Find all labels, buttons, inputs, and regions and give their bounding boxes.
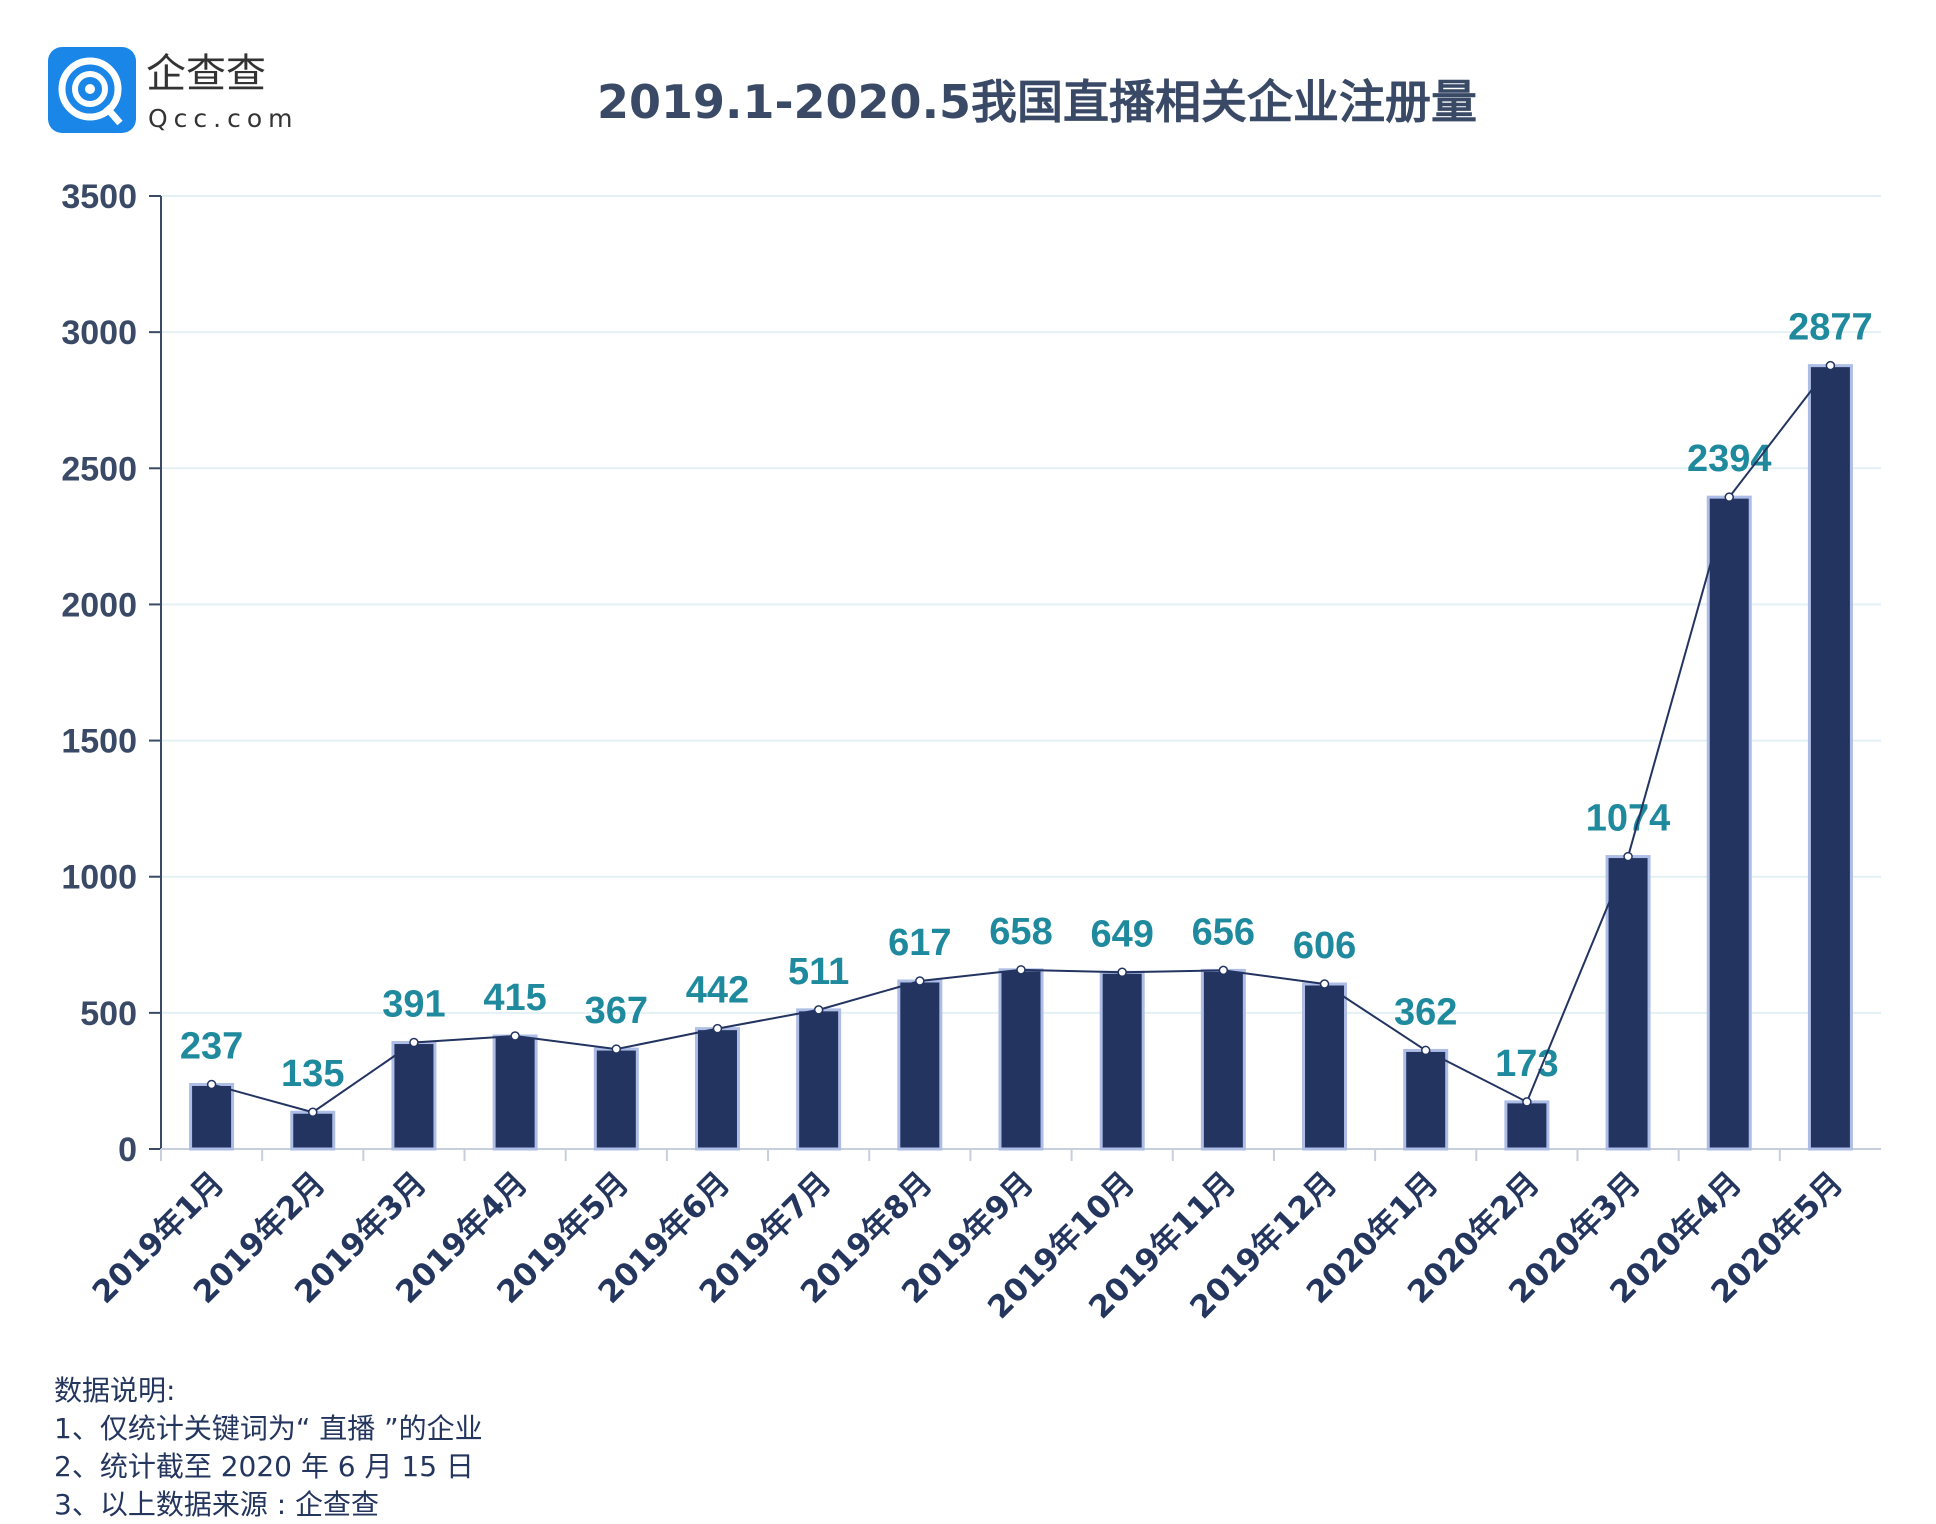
y-tick-label: 0: [118, 1131, 137, 1169]
note-line: 3、以上数据来源 : 企查查: [54, 1488, 380, 1521]
line-point: [1218, 965, 1229, 976]
data-label: 442: [686, 970, 749, 1012]
bar: [391, 1041, 437, 1151]
data-label: 617: [888, 922, 951, 964]
data-label: 2877: [1788, 307, 1873, 349]
data-label: 391: [382, 984, 445, 1026]
line-point: [206, 1079, 217, 1090]
line-point: [1724, 492, 1734, 502]
bar: [1504, 1100, 1550, 1151]
line-point: [1420, 1045, 1431, 1056]
note-line: 1、仅统计关键词为“ 直播 ”的企业: [54, 1412, 483, 1445]
bar: [1403, 1048, 1449, 1151]
bar: [189, 1082, 235, 1151]
chart-title: 2019.1-2020.5我国直播相关企业注册量: [596, 75, 1478, 129]
line-point: [409, 1037, 419, 1048]
data-label: 658: [989, 911, 1052, 953]
y-tick-label: 1500: [61, 723, 137, 761]
line-point: [1623, 851, 1633, 862]
data-label: 135: [281, 1053, 344, 1095]
note-line: 2、统计截至 2020 年 6 月 15 日: [54, 1450, 474, 1483]
y-tick-label: 3500: [61, 178, 137, 216]
line-point: [1825, 360, 1836, 371]
line-point: [510, 1031, 520, 1041]
line-point: [712, 1023, 723, 1034]
data-label: 649: [1090, 913, 1153, 955]
bar: [593, 1047, 639, 1151]
bar: [1200, 968, 1246, 1151]
bar: [1706, 495, 1752, 1151]
data-label: 415: [483, 977, 546, 1019]
line-point: [1016, 965, 1026, 975]
bar: [290, 1110, 336, 1151]
notes-heading: 数据说明:: [54, 1374, 176, 1407]
bar: [796, 1008, 842, 1151]
bar: [492, 1034, 538, 1151]
svg-text:Qcc.com: Qcc.com: [148, 104, 299, 133]
data-label: 606: [1293, 925, 1356, 967]
data-label: 511: [788, 951, 849, 993]
bar-chart: 05001000150020002500300035002372019年1月13…: [61, 178, 1881, 1326]
bar: [1099, 970, 1145, 1151]
bar: [1807, 364, 1853, 1151]
data-label: 367: [585, 990, 648, 1032]
data-notes: 数据说明: 1、仅统计关键词为“ 直播 ”的企业 2、统计截至 2020 年 6…: [54, 1372, 483, 1524]
bar: [1605, 855, 1651, 1151]
y-tick-label: 3000: [61, 314, 137, 352]
y-tick-label: 2000: [61, 586, 137, 624]
data-label: 237: [180, 1025, 243, 1067]
line-point: [1319, 979, 1330, 989]
y-tick-label: 2500: [61, 450, 137, 488]
line-point: [308, 1107, 318, 1117]
line-point: [1522, 1097, 1532, 1107]
line-point: [813, 1005, 824, 1015]
y-tick-label: 1000: [61, 859, 137, 897]
data-label: 656: [1192, 911, 1255, 953]
bar: [694, 1027, 740, 1151]
data-label: 362: [1394, 991, 1457, 1033]
svg-text:企查查: 企查查: [146, 51, 266, 97]
bar: [1302, 982, 1348, 1151]
data-label: 1074: [1586, 798, 1671, 840]
bar: [998, 968, 1044, 1151]
line-point: [1117, 967, 1127, 978]
line-point: [915, 976, 925, 986]
bar: [897, 979, 943, 1151]
y-tick-label: 500: [80, 995, 137, 1033]
qcc-logo: 企查查 Qcc.com: [48, 47, 299, 133]
line-point: [611, 1044, 622, 1054]
